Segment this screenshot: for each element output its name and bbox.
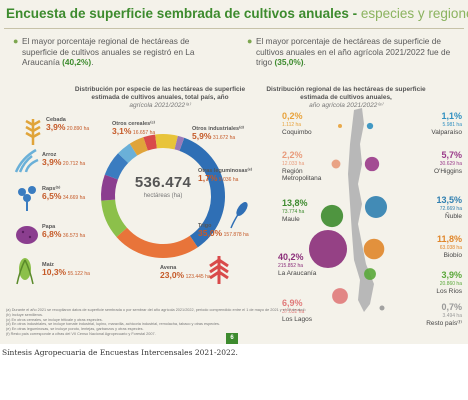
donut-segment xyxy=(104,153,129,180)
region-valparaiso: 1,1% 5.981 ha Valparaíso xyxy=(431,111,462,136)
region-bubble xyxy=(366,122,374,130)
region-nuble: 13,5% 72.669 ha Ñuble xyxy=(436,195,462,220)
page-title: Encuesta de superficie sembrada de culti… xyxy=(6,6,468,28)
region-bubble xyxy=(332,288,348,304)
trigo-icon xyxy=(230,202,248,229)
donut-center: 536.474 hectáreas (ha) xyxy=(98,131,228,261)
region-maule: 13,8% 73.774 ha Maule xyxy=(282,198,308,223)
region-bubbles xyxy=(308,122,388,311)
papa-icon xyxy=(16,226,38,244)
crop-label-arroz: Arroz 3,9% 20.712 ha xyxy=(42,152,86,167)
crop-label-maiz: Maíz 10,3% 55.122 ha xyxy=(42,262,90,277)
region-los-lagos: 6,9% 37.032 ha Los Lagos xyxy=(282,298,312,323)
maiz-icon xyxy=(16,258,34,285)
title-sub: especies y regiones xyxy=(360,6,468,21)
map-shape xyxy=(348,108,374,312)
arroz-icon xyxy=(14,148,39,173)
region-bubble xyxy=(338,124,342,128)
region-resto-pais: 0,7% 3.494 ha Resto país⁽ᶠ⁾ xyxy=(426,302,462,327)
species-donut-chart: 536.474 hectáreas (ha) xyxy=(98,131,228,261)
title-divider xyxy=(4,28,464,29)
title-separator: - xyxy=(348,6,361,21)
region-bubble xyxy=(364,268,376,280)
intro-left: ● El mayor porcentaje regional de hectár… xyxy=(13,36,195,67)
region-la-araucania: 40,2% 215.852 ha La Araucanía xyxy=(278,252,317,277)
crop-label-otros-cereales: Otros cereales⁽ᶜ⁾ 3,1% 16.657 ha xyxy=(112,121,156,136)
donut-segment xyxy=(101,174,119,201)
footnote: (d) En otros industriales, se incluye to… xyxy=(6,322,220,327)
crop-label-raps: Raps⁽ᵇ⁾ 6,5% 34.669 ha xyxy=(42,186,86,201)
region-biobio: 11,8% 63.038 ha Biobío xyxy=(436,234,462,259)
crop-label-otras-leguminosas: Otras leguminosas⁽ᵉ⁾ 1,7% 9.036 ha xyxy=(198,168,253,183)
donut-unit: hectáreas (ha) xyxy=(143,193,183,199)
donut-segment xyxy=(143,134,158,151)
region-los-rios: 3,9% 20.860 ha Los Ríos xyxy=(436,270,462,295)
left-section-title: Distribución por especie de las hectárea… xyxy=(74,86,246,109)
donut-segment xyxy=(155,134,178,150)
footnote: (c) En otros cereales, se incluye tritic… xyxy=(6,317,103,322)
footnote: (b) Incluye semilleros. xyxy=(6,312,43,317)
region-coquimbo: 0,2% 1.112 ha Coquimbo xyxy=(282,111,312,136)
donut-segment xyxy=(101,199,128,237)
region-metropolitana: 2,2% 12.033 ha Región Metropolitana xyxy=(282,150,322,182)
intro-right: ● El mayor porcentaje de hectáreas de su… xyxy=(247,36,451,67)
region-bubble xyxy=(363,238,385,260)
donut-segment xyxy=(129,137,149,156)
region-bubble xyxy=(308,229,348,269)
region-ohiggins: 5,7% 30.629 ha O'Higgins xyxy=(434,150,462,175)
title-main: Encuesta de superficie sembrada de culti… xyxy=(6,6,349,21)
region-bubble xyxy=(379,305,385,311)
region-bubble xyxy=(320,204,344,228)
image-caption: Síntesis Agropecuaria de Encuestas Inter… xyxy=(2,348,238,357)
right-section-title: Distribución regional de las hectáreas d… xyxy=(266,86,426,109)
donut-total: 536.474 xyxy=(134,174,192,191)
chile-map xyxy=(308,108,388,312)
crop-label-avena: Avena 23,0% 123.445 ha xyxy=(160,265,211,280)
footnote: (a) Durante el año 2021 se recopilaron d… xyxy=(6,308,306,312)
donut-segment xyxy=(174,135,185,151)
footnote: (e) En otras leguminosas, se incluye por… xyxy=(6,327,144,332)
cebada-icon xyxy=(25,119,41,145)
footnotes: (a) Durante el año 2021 se recopilaron d… xyxy=(6,308,306,337)
infographic: Encuesta de superficie sembrada de culti… xyxy=(0,0,468,344)
page-number: 6 xyxy=(226,333,238,344)
footnote: (f) Resto país corresponde a cifras del … xyxy=(6,331,156,336)
bullet-icon: ● xyxy=(13,36,19,46)
region-bubble xyxy=(331,159,341,169)
crop-label-cebada: Cebada 3,9% 20.890 ha xyxy=(46,117,90,132)
donut-svg xyxy=(101,134,225,258)
region-bubble xyxy=(364,195,388,219)
crop-label-papa: Papa 6,8% 36.573 ha xyxy=(42,224,86,239)
donut-segment xyxy=(118,143,138,164)
raps-icon xyxy=(18,186,36,211)
donut-segment xyxy=(116,227,198,258)
bullet-icon: ● xyxy=(247,36,253,46)
donut-segment xyxy=(179,137,225,248)
avena-icon xyxy=(209,256,229,284)
region-bubble xyxy=(364,156,380,172)
crop-label-trigo: Trigo 35,0% 157.878 ha xyxy=(198,223,249,238)
crop-label-otros-industriales: Otros industriales⁽ᵈ⁾ 5,9% 31.672 ha xyxy=(192,126,244,141)
